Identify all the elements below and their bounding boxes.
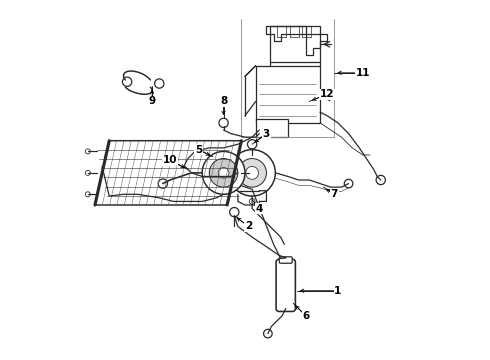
Text: 10: 10 <box>163 156 177 165</box>
Circle shape <box>155 79 164 88</box>
Text: 12: 12 <box>320 89 334 99</box>
Circle shape <box>202 152 245 194</box>
FancyBboxPatch shape <box>256 119 288 137</box>
Text: 8: 8 <box>220 96 227 107</box>
Circle shape <box>218 167 229 178</box>
Text: 4: 4 <box>256 203 263 213</box>
Circle shape <box>85 170 90 175</box>
Circle shape <box>264 329 272 338</box>
Text: 7: 7 <box>331 189 338 199</box>
Circle shape <box>238 158 267 187</box>
FancyBboxPatch shape <box>256 66 320 123</box>
Circle shape <box>209 158 238 187</box>
Text: 2: 2 <box>245 221 252 231</box>
Circle shape <box>249 199 255 204</box>
Text: 11: 11 <box>356 68 370 78</box>
FancyBboxPatch shape <box>270 26 320 62</box>
Circle shape <box>230 207 239 217</box>
Circle shape <box>219 118 228 127</box>
Circle shape <box>158 179 168 188</box>
Circle shape <box>376 175 386 185</box>
FancyBboxPatch shape <box>276 259 295 311</box>
Circle shape <box>245 166 259 179</box>
Circle shape <box>247 140 257 149</box>
Circle shape <box>229 150 275 196</box>
Text: 1: 1 <box>334 286 342 296</box>
Text: 3: 3 <box>263 129 270 139</box>
Circle shape <box>344 179 353 188</box>
Text: 5: 5 <box>195 145 202 155</box>
Text: 6: 6 <box>302 311 309 321</box>
Circle shape <box>85 149 90 154</box>
Circle shape <box>85 192 90 197</box>
Circle shape <box>122 77 132 86</box>
Text: 9: 9 <box>148 96 156 107</box>
FancyBboxPatch shape <box>279 257 292 263</box>
